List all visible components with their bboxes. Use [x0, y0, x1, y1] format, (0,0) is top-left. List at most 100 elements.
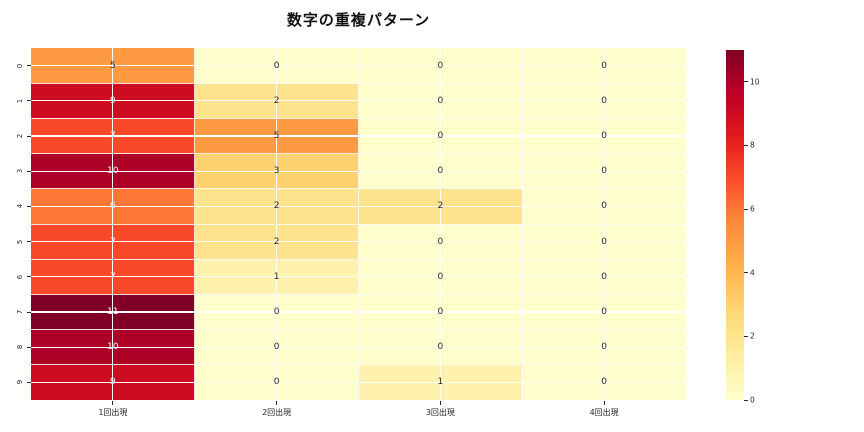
cell-annotation: 0 — [601, 201, 607, 212]
cell-annotation: 0 — [601, 306, 607, 317]
gridline-horizontal — [31, 311, 686, 313]
cell-annotation: 2 — [273, 201, 280, 212]
y-tick-label: 4 — [16, 204, 24, 209]
x-tick-label: 2回出現 — [262, 408, 292, 417]
colorbar-tick-mark — [744, 399, 748, 401]
cell-annotation: 0 — [437, 166, 444, 177]
y-tick-label: 0 — [16, 63, 24, 68]
colorbar — [726, 50, 744, 400]
gridline-vertical — [112, 48, 114, 400]
x-tick-label: 4回出現 — [589, 408, 619, 417]
cell-separator — [358, 48, 359, 400]
gridline-vertical — [439, 48, 441, 400]
colorbar-tick-mark — [744, 272, 748, 274]
gridline-vertical — [276, 48, 278, 400]
y-tick-label: 6 — [16, 274, 24, 280]
cell-annotation: 1 — [273, 271, 280, 282]
colorbar-tick-label: 10 — [750, 77, 760, 87]
x-tick-mark — [439, 401, 441, 405]
y-tick-mark — [27, 381, 31, 383]
cell-annotation: 10 — [107, 166, 119, 177]
cell-annotation: 0 — [601, 60, 607, 71]
cell-annotation: 6 — [110, 201, 116, 212]
chart-title: 数字の重複パターン — [286, 11, 431, 29]
gridline-horizontal — [31, 276, 686, 278]
y-tick-mark — [27, 241, 31, 243]
y-tick-mark — [27, 135, 31, 137]
y-tick-mark — [27, 205, 31, 207]
y-tick-mark — [27, 346, 31, 348]
x-tick-label: 1回出現 — [98, 408, 128, 417]
y-tick-label: 3 — [16, 168, 24, 174]
cell-annotation: 0 — [273, 60, 280, 71]
cell-annotation: 2 — [273, 95, 280, 106]
gridline-horizontal — [31, 346, 686, 348]
cell-annotation: 0 — [273, 306, 280, 317]
cell-annotation: 1 — [437, 377, 444, 388]
cell-annotation: 7 — [110, 236, 116, 247]
cell-annotation: 0 — [273, 342, 280, 353]
gridline-horizontal — [31, 381, 686, 383]
y-tick-label: 7 — [16, 309, 24, 315]
gridline-horizontal — [31, 205, 686, 207]
y-tick-label: 8 — [16, 344, 24, 350]
colorbar-tick-label: 0 — [750, 395, 755, 405]
colorbar-tick-mark — [744, 335, 748, 337]
cell-annotation: 10 — [107, 342, 119, 353]
colorbar-tick-label: 8 — [750, 140, 755, 150]
gridline-horizontal — [31, 65, 686, 67]
y-tick-label: 9 — [16, 380, 24, 385]
cell-annotation: 0 — [437, 60, 444, 71]
cell-annotation: 9 — [110, 377, 116, 388]
cell-annotation: 0 — [601, 271, 607, 282]
cell-separator — [194, 48, 196, 400]
gridline-vertical — [603, 48, 605, 400]
cell-annotation: 5 — [110, 60, 116, 71]
cell-annotation: 0 — [601, 166, 607, 177]
y-tick-mark — [27, 65, 31, 67]
cell-annotation: 0 — [437, 306, 444, 317]
colorbar-tick-label: 6 — [750, 204, 755, 214]
x-tick-label: 3回出現 — [425, 408, 455, 417]
cell-annotation: 0 — [437, 95, 444, 106]
cell-annotation: 9 — [110, 95, 116, 106]
cell-annotation: 2 — [273, 236, 280, 247]
x-tick-mark — [603, 401, 605, 405]
cell-annotation: 7 — [110, 130, 116, 141]
x-tick-mark — [112, 401, 114, 405]
y-tick-mark — [27, 311, 31, 313]
y-tick-mark — [27, 100, 31, 102]
y-tick-label: 1 — [16, 98, 24, 104]
gridline-horizontal — [31, 135, 686, 137]
cell-annotation: 0 — [601, 95, 607, 106]
colorbar-tick-label: 2 — [750, 331, 755, 341]
cell-separator — [521, 48, 523, 400]
cell-annotation: 0 — [601, 377, 607, 388]
cell-annotation: 0 — [437, 342, 444, 353]
y-tick-label: 2 — [16, 133, 24, 139]
cell-annotation: 0 — [601, 236, 607, 247]
colorbar-tick-mark — [744, 81, 748, 83]
gridline-horizontal — [31, 241, 686, 243]
cell-annotation: 5 — [273, 130, 280, 141]
cell-annotation: 0 — [437, 130, 444, 141]
cell-annotation: 3 — [273, 166, 280, 177]
cell-annotation: 0 — [601, 130, 607, 141]
y-tick-mark — [27, 170, 31, 172]
cell-annotation: 7 — [110, 271, 116, 282]
heatmap-plot: 5 0 0 0 9 2 0 0 7 5 0 0 10 3 0 0 6 2 2 0 7 2 0 0 7 1 0 0 11 0 0 0 10 0 0 0 9… — [31, 48, 686, 400]
gridline-horizontal — [31, 170, 686, 172]
colorbar-tick-mark — [744, 208, 748, 210]
gridline-horizontal — [31, 100, 686, 102]
cell-annotation: 0 — [437, 271, 444, 282]
cell-annotation: 0 — [273, 377, 280, 388]
cell-annotation: 2 — [437, 201, 444, 212]
colorbar-tick-mark — [744, 144, 748, 146]
colorbar-tick-label: 4 — [750, 268, 755, 278]
cell-annotation: 11 — [107, 306, 119, 317]
x-tick-mark — [276, 401, 278, 405]
y-tick-mark — [27, 276, 31, 278]
cell-annotation: 0 — [437, 236, 444, 247]
cell-annotation: 0 — [601, 342, 607, 353]
